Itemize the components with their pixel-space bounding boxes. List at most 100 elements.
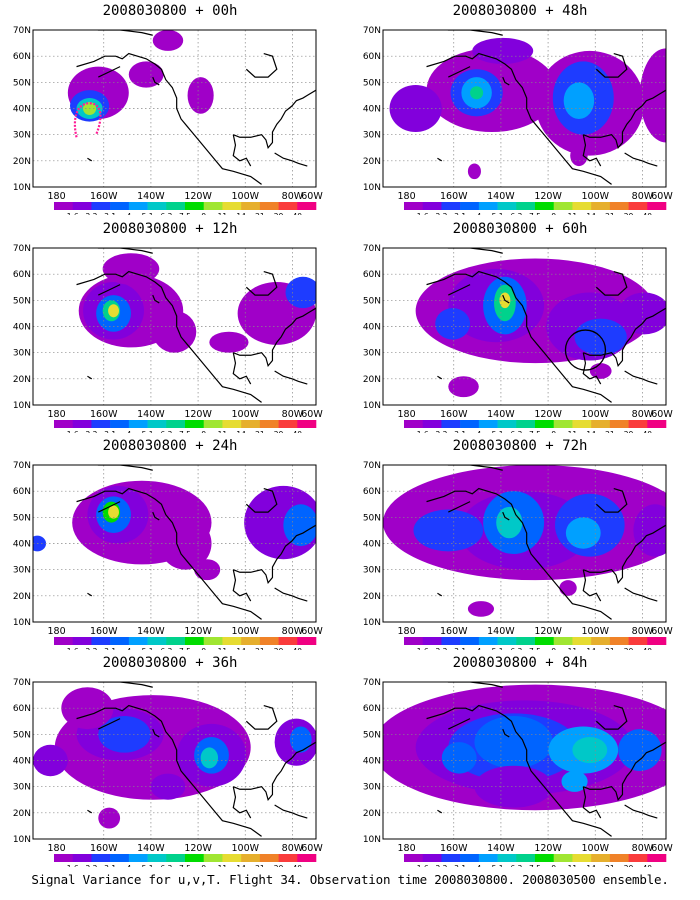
colorbar-label: 3.1 [104, 212, 116, 215]
colorbar-swatch [259, 854, 279, 862]
longitude-label: 140W [487, 843, 515, 854]
latitude-label: 40N [13, 323, 31, 333]
latitude-label: 20N [13, 157, 31, 167]
colorbar-label: 4 [126, 430, 131, 433]
colorbar-swatch [222, 637, 242, 645]
gridlines [383, 30, 666, 187]
colorbar-swatch [166, 420, 186, 428]
colorbar-swatch [553, 637, 573, 645]
colorbar-swatch [185, 420, 205, 428]
variance-contour [435, 308, 471, 340]
colorbar-swatch [460, 637, 480, 645]
longitude-label: 100W [581, 409, 609, 420]
latitude-label: 30N [13, 349, 31, 359]
longitude-label: 80W [282, 626, 304, 637]
colorbar-swatch [203, 637, 223, 645]
colorbar-label: 21 [255, 864, 265, 867]
colorbar-label: 6.3 [160, 647, 172, 650]
variance-contour [470, 86, 484, 100]
colorbar-swatch [241, 202, 261, 210]
colorbar-swatch [591, 202, 611, 210]
map-svg: 2008030800 + 48h 70N 60N 50N 40N 30N 20N 10N 180… [363, 3, 674, 215]
map-panel: 2008030800 + 84h 70N 60N 50N 40N 30N 20N 10N 180… [350, 652, 690, 867]
variance-contour [474, 716, 553, 769]
colorbar-label: 4 [126, 864, 131, 867]
colorbar-label: 21 [605, 864, 615, 867]
colorbar-swatch [422, 637, 442, 645]
longitude-label: 120W [184, 843, 212, 854]
colorbar-swatch [147, 854, 167, 862]
coastlines [426, 682, 666, 837]
colorbar-label: 1.6 [417, 864, 429, 867]
variance-contour [289, 726, 312, 753]
colorbar-label: 11 [568, 864, 578, 867]
latitude-label: 40N [363, 105, 381, 115]
latitude-label: 10N [363, 618, 381, 628]
colorbar-label: 14 [236, 647, 246, 650]
colorbar-swatch [535, 202, 555, 210]
variance-field [78, 253, 316, 353]
colorbar-swatch [460, 854, 480, 862]
map-svg: 2008030800 + 60h 70N 60N 50N 40N 30N 20N 10N 180… [363, 221, 674, 433]
longitude-label: 60W [651, 191, 673, 202]
coastlines [76, 248, 316, 403]
colorbar-label: 9 [551, 430, 556, 433]
variance-contour [194, 559, 221, 581]
colorbar-label: 6.3 [510, 430, 522, 433]
colorbar-swatch [147, 420, 167, 428]
colorbar-swatch [72, 202, 92, 210]
variance-contour [150, 773, 186, 800]
target-circle [564, 329, 607, 371]
variance-contour [565, 517, 601, 549]
colorbar-swatch [628, 202, 648, 210]
colorbar-swatch [128, 202, 148, 210]
longitude-label: 120W [184, 409, 212, 420]
colorbar-swatch [297, 854, 317, 862]
colorbar-swatch [609, 637, 629, 645]
colorbar-swatch [422, 854, 442, 862]
colorbar-swatch [278, 637, 298, 645]
variance-contour [33, 535, 47, 552]
map-panel: 2008030800 + 24h 70N 60N 50N 40N 30N 20N 10N 180… [0, 435, 340, 650]
colorbar-label: 29 [274, 212, 284, 215]
colorbar-label: 5.1 [142, 864, 154, 867]
colorbar-swatch [478, 637, 498, 645]
latitude-label: 60N [13, 704, 31, 714]
variance-field [67, 30, 214, 122]
latitude-label: 10N [363, 835, 381, 845]
colorbar-swatch [110, 202, 130, 210]
colorbar-label: 5.1 [492, 864, 504, 867]
colorbar-label: 5.1 [142, 430, 154, 433]
colorbar-swatch [110, 637, 130, 645]
latitude-label: 10N [363, 401, 381, 411]
longitude-label: 60W [301, 843, 323, 854]
colorbar-swatch [647, 854, 667, 862]
variance-contour [128, 61, 164, 88]
colorbar-label: 7.5 [529, 212, 541, 215]
latitude-label: 40N [13, 105, 31, 115]
colorbar-swatch [647, 420, 667, 428]
colorbar-swatch [404, 202, 424, 210]
latitude-label: 50N [13, 730, 31, 740]
colorbar-swatch [259, 637, 279, 645]
colorbar-label: 14 [236, 212, 246, 215]
colorbar-label: 9 [551, 864, 556, 867]
colorbar-swatch [647, 202, 667, 210]
colorbar-swatch [278, 202, 298, 210]
colorbar-label: 5.1 [492, 212, 504, 215]
gridlines [383, 465, 666, 622]
colorbar-label: 7.5 [529, 647, 541, 650]
gridlines [383, 248, 666, 405]
coastlines [76, 465, 316, 620]
longitude-label: 60W [651, 409, 673, 420]
variance-contour [152, 310, 197, 353]
colorbar-label: 1.6 [417, 212, 429, 215]
map-svg: 2008030800 + 00h 70N 60N 50N 40N 30N 20N 10N 180… [13, 3, 324, 215]
colorbar-label: 2.2 [85, 647, 97, 650]
longitude-label: 180 [398, 409, 416, 420]
latitude-label: 30N [363, 566, 381, 576]
longitude-label: 60W [301, 191, 323, 202]
colorbar-label: 6.3 [510, 647, 522, 650]
colorbar-swatch [91, 637, 111, 645]
colorbar-swatch [203, 854, 223, 862]
